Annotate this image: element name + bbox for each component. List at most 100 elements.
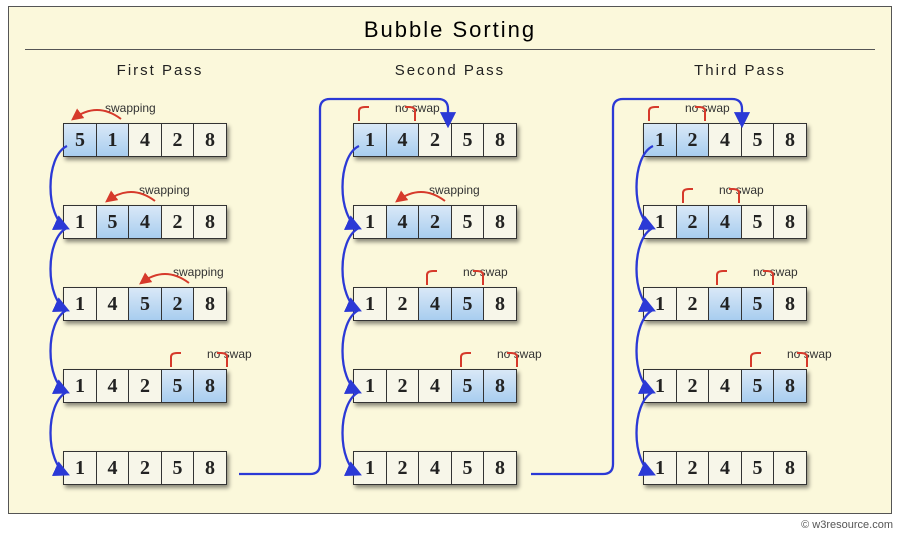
no-swap-label: no swap bbox=[787, 347, 832, 361]
array-cell: 1 bbox=[353, 287, 387, 321]
array-boxes: 14258 bbox=[353, 205, 517, 239]
pass-title: Second Pass bbox=[325, 62, 575, 79]
step-row: no swap14258 bbox=[35, 369, 285, 409]
array-cell: 8 bbox=[193, 287, 227, 321]
diagram-title: Bubble Sorting bbox=[9, 17, 891, 43]
no-swap-label: no swap bbox=[207, 347, 252, 361]
step-row: 14258 bbox=[35, 451, 285, 491]
array-cell: 5 bbox=[451, 205, 485, 239]
no-swap-label: no swap bbox=[395, 101, 440, 115]
array-cell: 2 bbox=[128, 451, 162, 485]
array-cell: 2 bbox=[418, 205, 452, 239]
array-cell: 8 bbox=[483, 369, 517, 403]
diagram-panel: Bubble Sorting First Passswapping51428sw… bbox=[8, 6, 892, 514]
array-cell: 4 bbox=[386, 205, 420, 239]
array-cell: 1 bbox=[63, 369, 97, 403]
array-cell: 8 bbox=[193, 369, 227, 403]
array-cell: 1 bbox=[353, 205, 387, 239]
step-row: no swap12458 bbox=[325, 287, 575, 327]
array-cell: 8 bbox=[773, 451, 807, 485]
array-cell: 1 bbox=[643, 205, 677, 239]
array-cell: 1 bbox=[643, 287, 677, 321]
no-swap-label: no swap bbox=[497, 347, 542, 361]
swapping-label: swapping bbox=[105, 101, 156, 115]
passes-container: First Passswapping51428swapping15428swap… bbox=[9, 62, 891, 491]
array-cell: 4 bbox=[418, 287, 452, 321]
step-row: swapping14528 bbox=[35, 287, 285, 327]
array-cell: 1 bbox=[643, 123, 677, 157]
array-cell: 2 bbox=[676, 451, 710, 485]
array-cell: 8 bbox=[193, 205, 227, 239]
array-boxes: 12458 bbox=[643, 287, 807, 321]
array-cell: 2 bbox=[676, 205, 710, 239]
pass-column: Second Passno swap14258swapping14258no s… bbox=[325, 62, 575, 491]
array-cell: 8 bbox=[193, 123, 227, 157]
array-cell: 4 bbox=[96, 369, 130, 403]
array-cell: 4 bbox=[708, 205, 742, 239]
array-cell: 2 bbox=[676, 123, 710, 157]
array-cell: 5 bbox=[741, 123, 775, 157]
array-cell: 5 bbox=[161, 451, 195, 485]
diagram-frame: Bubble Sorting First Passswapping51428sw… bbox=[0, 0, 901, 535]
array-cell: 1 bbox=[63, 205, 97, 239]
array-boxes: 14258 bbox=[353, 123, 517, 157]
array-cell: 5 bbox=[161, 369, 195, 403]
array-cell: 2 bbox=[676, 287, 710, 321]
array-boxes: 51428 bbox=[63, 123, 227, 157]
array-cell: 5 bbox=[451, 451, 485, 485]
array-cell: 8 bbox=[193, 451, 227, 485]
array-cell: 2 bbox=[161, 205, 195, 239]
pass-title: First Pass bbox=[35, 62, 285, 79]
array-cell: 1 bbox=[353, 451, 387, 485]
array-boxes: 12458 bbox=[643, 369, 807, 403]
array-cell: 4 bbox=[708, 287, 742, 321]
array-boxes: 14528 bbox=[63, 287, 227, 321]
array-cell: 2 bbox=[128, 369, 162, 403]
array-boxes: 12458 bbox=[643, 123, 807, 157]
step-row: 12458 bbox=[615, 451, 865, 491]
swapping-label: swapping bbox=[429, 183, 480, 197]
array-boxes: 12458 bbox=[353, 287, 517, 321]
array-cell: 5 bbox=[741, 369, 775, 403]
step-row: no swap12458 bbox=[615, 123, 865, 163]
array-cell: 8 bbox=[773, 123, 807, 157]
step-row: no swap14258 bbox=[325, 123, 575, 163]
array-cell: 1 bbox=[96, 123, 130, 157]
no-swap-label: no swap bbox=[463, 265, 508, 279]
array-boxes: 15428 bbox=[63, 205, 227, 239]
no-swap-label: no swap bbox=[719, 183, 764, 197]
array-cell: 8 bbox=[483, 287, 517, 321]
array-cell: 8 bbox=[483, 205, 517, 239]
array-cell: 4 bbox=[708, 369, 742, 403]
array-cell: 1 bbox=[643, 369, 677, 403]
credit-text: © w3resource.com bbox=[801, 519, 893, 531]
array-cell: 2 bbox=[386, 369, 420, 403]
array-cell: 5 bbox=[741, 451, 775, 485]
title-divider bbox=[25, 49, 875, 50]
array-cell: 4 bbox=[708, 123, 742, 157]
array-cell: 1 bbox=[63, 451, 97, 485]
array-boxes: 12458 bbox=[643, 451, 807, 485]
step-row: no swap12458 bbox=[325, 369, 575, 409]
array-cell: 4 bbox=[708, 451, 742, 485]
array-cell: 1 bbox=[643, 451, 677, 485]
array-cell: 1 bbox=[353, 123, 387, 157]
array-cell: 2 bbox=[386, 451, 420, 485]
array-cell: 5 bbox=[63, 123, 97, 157]
array-boxes: 12458 bbox=[353, 369, 517, 403]
array-cell: 5 bbox=[96, 205, 130, 239]
array-cell: 4 bbox=[418, 369, 452, 403]
pass-title: Third Pass bbox=[615, 62, 865, 79]
array-cell: 8 bbox=[773, 369, 807, 403]
array-cell: 4 bbox=[386, 123, 420, 157]
pass-column: First Passswapping51428swapping15428swap… bbox=[35, 62, 285, 491]
array-boxes: 12458 bbox=[353, 451, 517, 485]
pass-column: Third Passno swap12458no swap12458no swa… bbox=[615, 62, 865, 491]
array-cell: 4 bbox=[128, 205, 162, 239]
array-cell: 5 bbox=[128, 287, 162, 321]
swapping-label: swapping bbox=[139, 183, 190, 197]
array-cell: 5 bbox=[451, 369, 485, 403]
no-swap-label: no swap bbox=[685, 101, 730, 115]
array-cell: 5 bbox=[741, 205, 775, 239]
array-cell: 5 bbox=[741, 287, 775, 321]
